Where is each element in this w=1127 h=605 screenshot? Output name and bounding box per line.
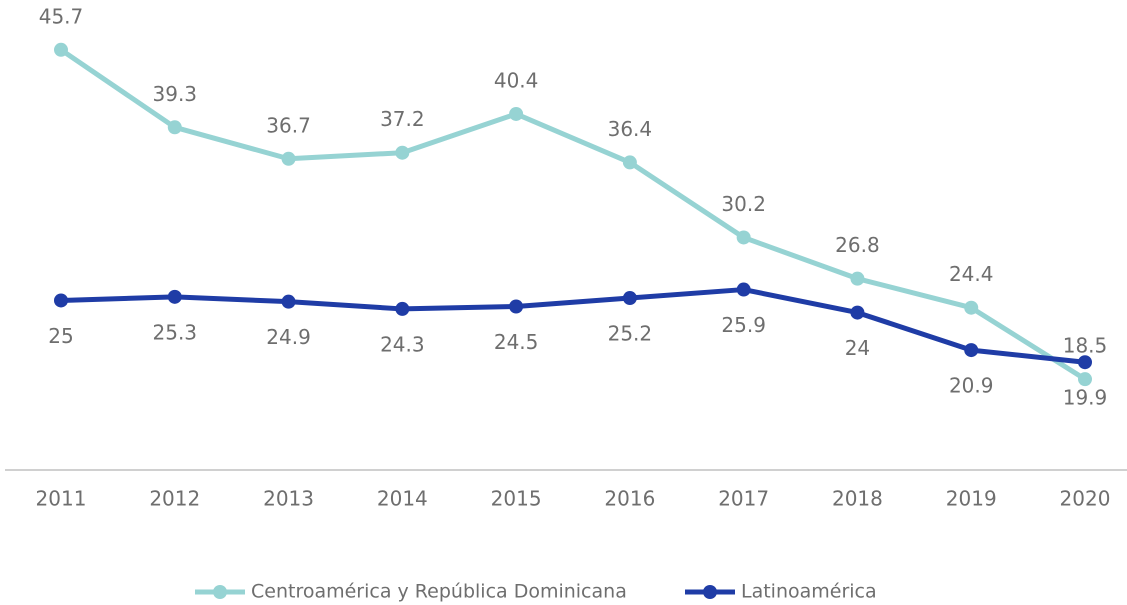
point	[54, 293, 68, 308]
data-label: 36.4	[608, 117, 653, 141]
data-label: 24.3	[380, 332, 425, 356]
data-label: 25.9	[721, 313, 766, 337]
data-label: 24	[845, 336, 870, 360]
point	[167, 289, 182, 304]
data-label: 20.9	[949, 374, 994, 398]
point	[1078, 355, 1092, 370]
point	[281, 294, 296, 309]
x-tick-label: 2020	[1060, 487, 1111, 511]
point	[736, 282, 751, 297]
data-label: 39.3	[153, 82, 198, 106]
point	[964, 343, 979, 358]
point	[281, 151, 296, 166]
x-tick-label: 2016	[604, 487, 655, 511]
data-label: 24.5	[494, 330, 539, 354]
x-tick-label: 2013	[263, 487, 314, 511]
data-label: 26.8	[835, 233, 880, 257]
data-label: 24.4	[949, 262, 994, 286]
x-tick-label: 2018	[832, 487, 883, 511]
point	[622, 291, 637, 306]
data-label: 25.2	[608, 322, 653, 346]
x-tick-label: 2017	[718, 487, 769, 511]
series-line	[60, 287, 1086, 365]
data-label: 19.9	[1063, 386, 1108, 410]
point	[395, 145, 410, 160]
point	[964, 300, 979, 315]
legend-marker	[213, 585, 227, 599]
point	[395, 301, 410, 316]
point	[850, 271, 865, 286]
x-tick-label: 2012	[149, 487, 200, 511]
point	[54, 42, 68, 57]
x-tick-label: 2019	[946, 487, 997, 511]
data-label: 37.2	[380, 107, 425, 131]
x-tick-label: 2011	[36, 487, 87, 511]
data-label: 36.7	[266, 113, 311, 137]
point	[167, 120, 182, 135]
series-line	[59, 47, 1087, 382]
point	[622, 155, 637, 170]
point	[1078, 372, 1092, 387]
data-label: 25.3	[153, 320, 198, 344]
data-label: 30.2	[721, 192, 766, 216]
legend-label: Centroamérica y República Dominicana	[251, 581, 627, 603]
data-label: 45.7	[39, 4, 84, 28]
data-label: 25	[48, 324, 73, 348]
data-label: 40.4	[494, 68, 539, 92]
point	[509, 106, 524, 121]
x-tick-label: 2015	[491, 487, 542, 511]
point	[736, 230, 751, 245]
data-label: 24.9	[266, 325, 311, 349]
legend-marker	[703, 585, 717, 599]
x-tick-label: 2014	[377, 487, 428, 511]
data-label: 18.5	[1063, 334, 1108, 358]
legend-label: Latinoamérica	[741, 581, 877, 603]
point	[509, 299, 524, 314]
point	[850, 305, 865, 320]
